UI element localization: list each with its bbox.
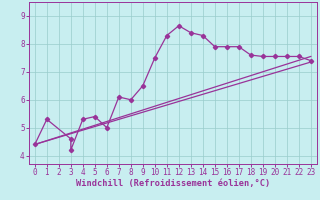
X-axis label: Windchill (Refroidissement éolien,°C): Windchill (Refroidissement éolien,°C) — [76, 179, 270, 188]
